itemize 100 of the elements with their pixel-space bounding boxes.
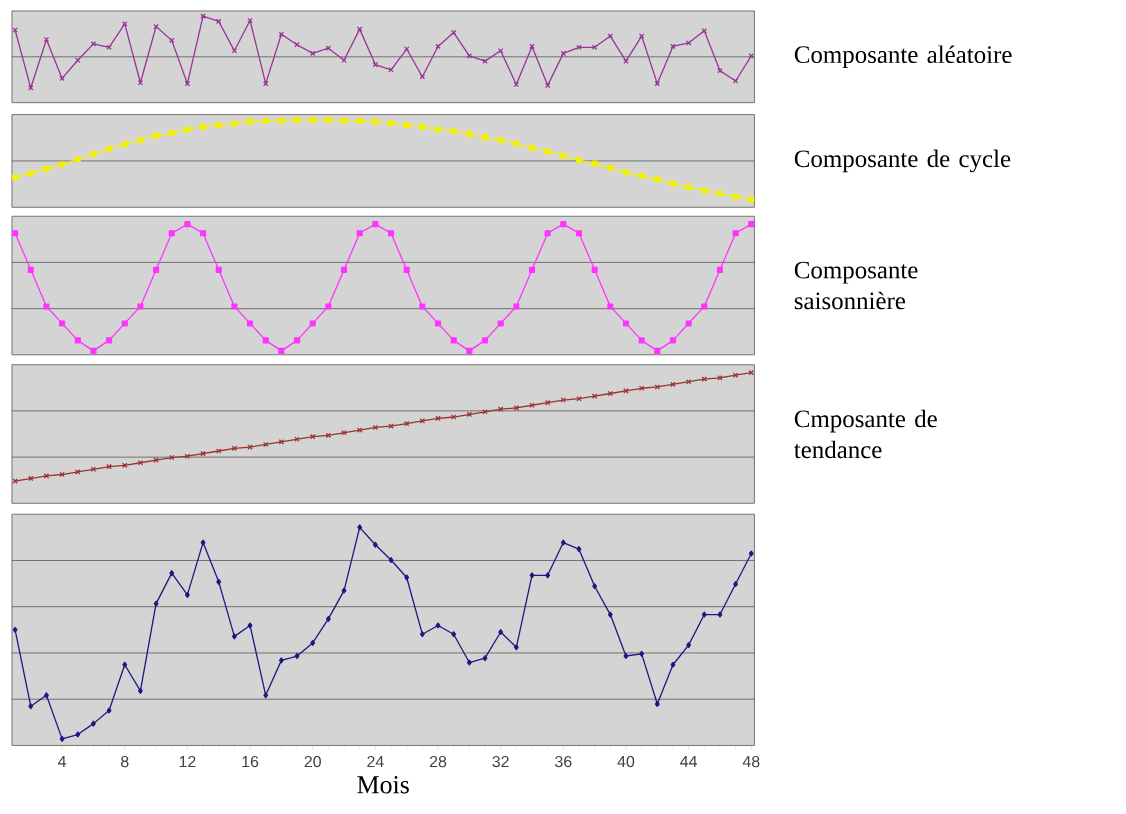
point xyxy=(200,450,206,457)
point xyxy=(106,337,113,344)
point xyxy=(435,415,441,421)
point xyxy=(153,600,159,607)
point xyxy=(482,408,488,415)
point xyxy=(388,66,394,73)
point xyxy=(247,320,254,327)
point xyxy=(215,121,222,129)
point xyxy=(169,569,175,577)
point xyxy=(623,58,629,64)
point xyxy=(231,303,238,310)
point xyxy=(12,230,19,237)
point xyxy=(90,150,97,157)
point xyxy=(278,438,285,445)
point xyxy=(27,170,34,177)
point xyxy=(419,123,426,130)
point xyxy=(669,180,677,187)
point xyxy=(325,303,332,310)
point xyxy=(497,47,504,54)
point xyxy=(560,152,567,159)
point xyxy=(263,692,269,699)
point xyxy=(607,303,614,310)
point xyxy=(74,337,81,344)
point xyxy=(419,303,426,310)
point xyxy=(262,117,269,124)
point xyxy=(513,81,520,88)
point xyxy=(685,40,692,46)
point xyxy=(325,45,332,51)
point xyxy=(262,337,269,344)
x-tick-label: 12 xyxy=(179,755,196,767)
point xyxy=(419,418,426,424)
x-tick-label: 8 xyxy=(121,755,129,768)
point xyxy=(575,156,583,164)
point xyxy=(262,441,269,448)
point xyxy=(153,23,159,30)
point xyxy=(340,117,348,124)
point xyxy=(654,176,661,183)
point xyxy=(403,420,410,427)
series-label: Composante de cycle xyxy=(794,149,1011,173)
point xyxy=(497,406,504,412)
point xyxy=(685,184,692,191)
point xyxy=(607,390,614,397)
point xyxy=(403,121,410,129)
point xyxy=(450,29,457,36)
point xyxy=(310,639,316,646)
point xyxy=(184,220,191,228)
point xyxy=(278,117,285,124)
point xyxy=(28,475,34,482)
point xyxy=(106,44,112,50)
point xyxy=(200,123,207,130)
point xyxy=(90,720,96,727)
point xyxy=(137,79,144,86)
x-tick-label: 40 xyxy=(617,755,635,768)
point xyxy=(168,129,175,136)
point xyxy=(153,132,160,139)
point xyxy=(450,128,457,135)
point xyxy=(701,611,707,618)
point xyxy=(200,13,206,19)
point xyxy=(686,641,692,649)
x-tick-label: 24 xyxy=(367,755,384,767)
point xyxy=(748,196,755,203)
x-tick-label: 32 xyxy=(492,755,509,768)
point xyxy=(12,626,18,633)
point xyxy=(654,700,660,707)
point xyxy=(575,230,583,237)
point xyxy=(716,190,723,197)
point xyxy=(75,731,81,738)
point xyxy=(529,43,535,50)
point xyxy=(497,320,504,327)
point xyxy=(340,266,348,273)
point xyxy=(106,707,112,714)
point xyxy=(434,126,442,133)
point xyxy=(717,374,723,381)
point xyxy=(43,303,50,310)
point xyxy=(59,735,65,742)
point xyxy=(372,118,379,125)
point xyxy=(137,687,143,694)
point xyxy=(545,572,551,579)
point xyxy=(294,116,301,123)
point xyxy=(576,395,582,402)
point xyxy=(482,655,488,662)
point xyxy=(419,631,425,638)
point xyxy=(529,402,535,408)
point xyxy=(732,78,739,84)
point xyxy=(623,652,629,659)
point xyxy=(591,266,598,273)
point xyxy=(404,574,410,581)
point xyxy=(450,414,457,420)
point xyxy=(638,172,645,179)
point xyxy=(387,120,395,127)
point xyxy=(513,140,520,147)
point xyxy=(434,320,442,327)
point xyxy=(748,220,755,228)
point xyxy=(654,384,661,390)
text: Cmposante de tendance xyxy=(794,409,937,459)
point xyxy=(544,230,551,237)
point xyxy=(168,454,175,461)
point xyxy=(121,320,128,327)
point xyxy=(528,144,536,151)
point xyxy=(294,436,300,442)
